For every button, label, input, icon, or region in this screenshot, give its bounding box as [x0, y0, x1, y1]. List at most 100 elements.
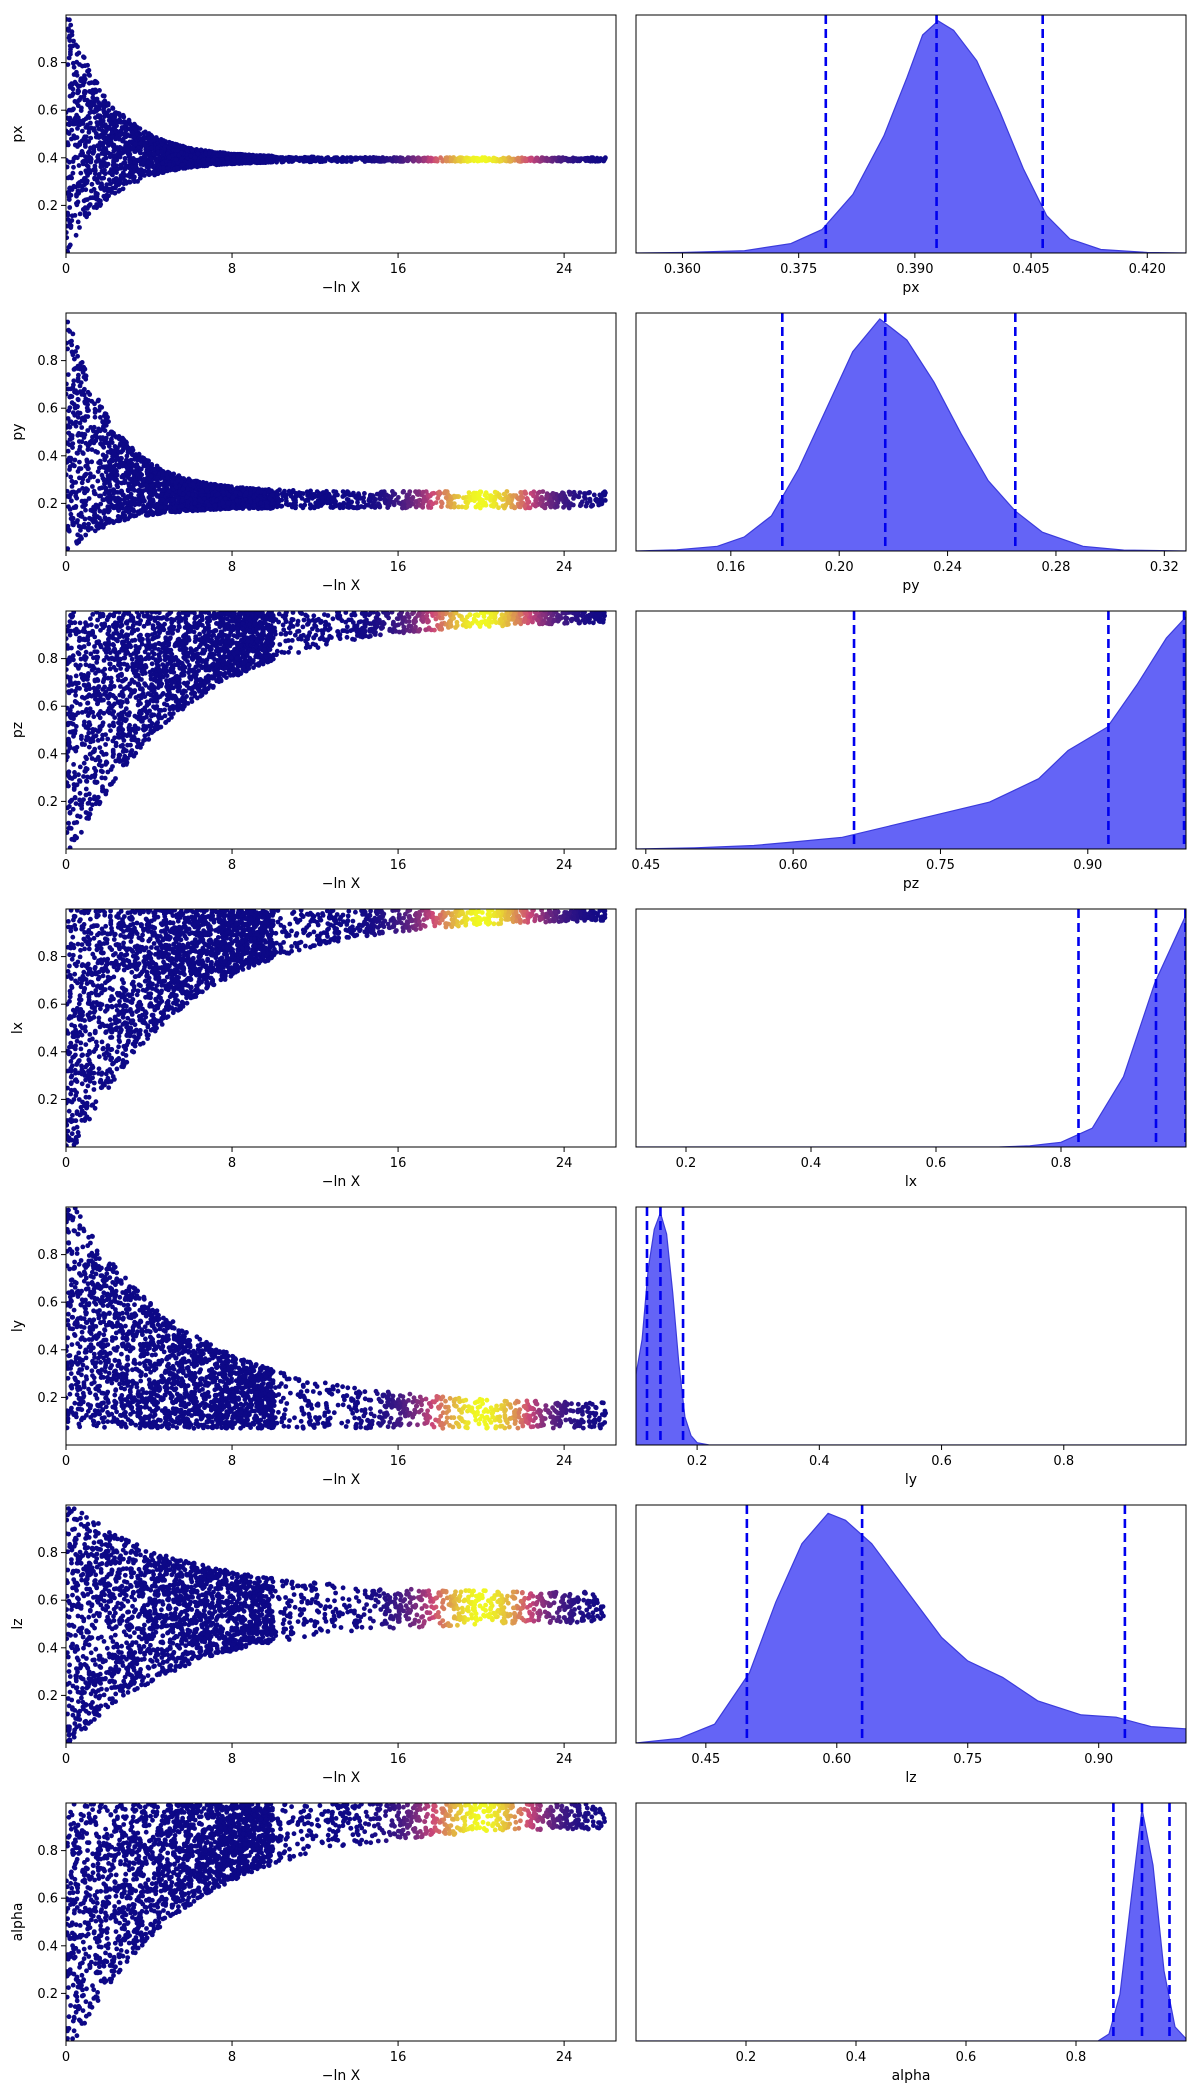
- trace-point: [94, 120, 100, 125]
- trace-point: [122, 506, 128, 512]
- trace-point: [92, 528, 98, 534]
- x-tick-label: 0.420: [1129, 262, 1166, 277]
- trace-point: [66, 131, 72, 137]
- trace-point: [127, 159, 133, 165]
- trace-point: [189, 147, 195, 153]
- trace-point: [197, 163, 202, 169]
- trace-point: [84, 97, 90, 103]
- trace-point: [223, 496, 228, 501]
- trace-point: [571, 496, 576, 501]
- trace-point: [83, 507, 88, 513]
- trace-point: [66, 115, 70, 121]
- trace-point: [567, 502, 573, 508]
- trace-point: [168, 141, 174, 147]
- trace-point: [490, 502, 496, 508]
- trace-point: [94, 430, 99, 435]
- x-tick-label: 0.375: [780, 262, 817, 277]
- trace-point: [128, 491, 134, 497]
- trace-point: [459, 504, 465, 510]
- trace-point: [130, 170, 135, 176]
- trace-point: [75, 532, 81, 538]
- trace-point: [201, 496, 207, 501]
- trace-point: [86, 521, 91, 527]
- trace-point: [78, 170, 84, 176]
- trace-point: [83, 134, 89, 140]
- trace-point: [277, 487, 282, 493]
- trace-point: [266, 155, 272, 161]
- trace-point: [73, 480, 79, 485]
- trace-point: [69, 498, 74, 504]
- trace-point: [95, 398, 101, 404]
- trace-point: [84, 214, 89, 220]
- trace-point: [67, 33, 72, 39]
- trace-point: [374, 156, 379, 162]
- trace-point: [381, 158, 387, 164]
- trace-point: [152, 172, 158, 178]
- trace-point: [66, 504, 71, 510]
- trace-point: [96, 146, 102, 152]
- trace-point: [103, 480, 109, 485]
- trace-point: [105, 449, 111, 455]
- trace-point: [136, 451, 142, 457]
- trace-point: [116, 480, 121, 485]
- trace-point: [76, 537, 82, 543]
- trace-point: [479, 156, 485, 162]
- trace-point: [324, 488, 329, 494]
- trace-point: [145, 131, 150, 137]
- trace-frame: [65, 14, 617, 254]
- trace-point: [587, 156, 593, 162]
- trace-point: [248, 490, 253, 496]
- trace-point: [123, 164, 129, 170]
- trace-point: [141, 455, 147, 461]
- trace-point: [224, 156, 230, 161]
- trace-point: [130, 487, 136, 492]
- trace-point: [401, 504, 406, 510]
- trace-point: [591, 492, 597, 498]
- trace-point: [92, 406, 98, 412]
- x-tick-label: 0.390: [896, 262, 933, 277]
- trace-point: [167, 162, 172, 168]
- trace-point: [110, 457, 115, 463]
- trace-point: [478, 489, 484, 495]
- trace-point: [414, 489, 419, 495]
- trace-point: [86, 398, 91, 403]
- trace-point: [103, 485, 109, 491]
- trace-point: [106, 118, 112, 123]
- trace-point: [71, 156, 77, 161]
- trace-point: [69, 127, 75, 133]
- trace-point: [82, 73, 87, 78]
- trace-point: [109, 134, 115, 140]
- trace-point: [552, 495, 558, 501]
- trace-point: [438, 155, 443, 161]
- trace-point: [85, 114, 91, 119]
- trace-point: [484, 495, 490, 501]
- y-axis-label: px: [10, 125, 26, 142]
- trace-point: [102, 196, 108, 202]
- trace-point: [518, 490, 524, 495]
- trace-point: [456, 504, 461, 510]
- trace-point: [110, 121, 116, 127]
- trace-point: [403, 156, 409, 162]
- trace-point: [528, 155, 533, 161]
- trace-point: [77, 475, 82, 481]
- trace-point: [259, 159, 265, 165]
- trace-point: [68, 22, 74, 28]
- trace-point: [124, 466, 130, 471]
- trace-point: [385, 505, 391, 510]
- trace-point: [67, 494, 72, 500]
- trace-point: [113, 183, 119, 189]
- trace-point: [86, 466, 91, 472]
- trace-point: [142, 153, 148, 158]
- trace-point: [170, 497, 175, 503]
- trace-point: [87, 471, 93, 477]
- trace-point: [83, 125, 89, 130]
- trace-point: [72, 457, 78, 463]
- y-tick-label: 0.2: [37, 199, 58, 214]
- trace-point: [77, 225, 82, 230]
- trace-point: [109, 112, 114, 118]
- trace-point: [84, 457, 90, 463]
- trace-point: [93, 433, 99, 439]
- trace-point: [476, 493, 481, 499]
